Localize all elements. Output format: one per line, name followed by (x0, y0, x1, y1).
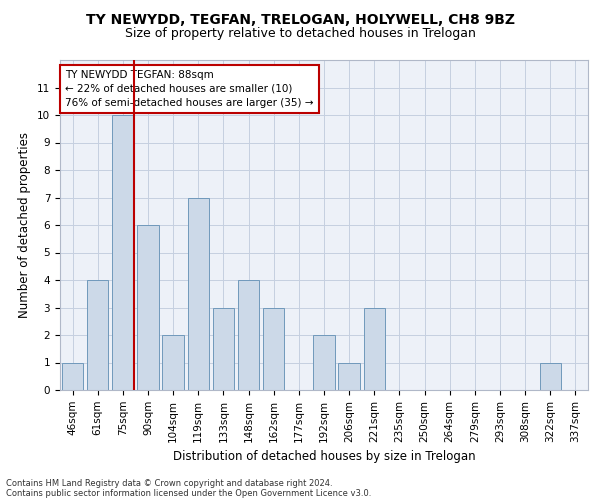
Bar (263, 308, 284, 390)
Y-axis label: Number of detached properties: Number of detached properties (19, 132, 31, 318)
Bar (338, 362, 360, 390)
Bar (313, 335, 335, 390)
Bar (87, 280, 109, 390)
Bar (112, 115, 134, 390)
Bar (364, 308, 385, 390)
X-axis label: Distribution of detached houses by size in Trelogan: Distribution of detached houses by size … (173, 450, 475, 463)
Bar (62, 362, 83, 390)
Bar (213, 308, 234, 390)
Bar (137, 225, 158, 390)
Text: Contains HM Land Registry data © Crown copyright and database right 2024.: Contains HM Land Registry data © Crown c… (6, 478, 332, 488)
Bar (188, 198, 209, 390)
Text: Contains public sector information licensed under the Open Government Licence v3: Contains public sector information licen… (6, 488, 371, 498)
Text: TY NEWYDD, TEGFAN, TRELOGAN, HOLYWELL, CH8 9BZ: TY NEWYDD, TEGFAN, TRELOGAN, HOLYWELL, C… (86, 12, 515, 26)
Text: Size of property relative to detached houses in Trelogan: Size of property relative to detached ho… (125, 28, 475, 40)
Bar (163, 335, 184, 390)
Bar (539, 362, 561, 390)
Bar (238, 280, 259, 390)
Text: TY NEWYDD TEGFAN: 88sqm
← 22% of detached houses are smaller (10)
76% of semi-de: TY NEWYDD TEGFAN: 88sqm ← 22% of detache… (65, 70, 314, 108)
